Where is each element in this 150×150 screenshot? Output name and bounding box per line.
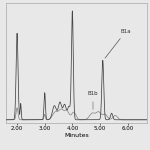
Text: B1b: B1b <box>88 91 98 109</box>
X-axis label: Minutes: Minutes <box>64 133 89 138</box>
Text: B1a: B1a <box>105 29 131 58</box>
